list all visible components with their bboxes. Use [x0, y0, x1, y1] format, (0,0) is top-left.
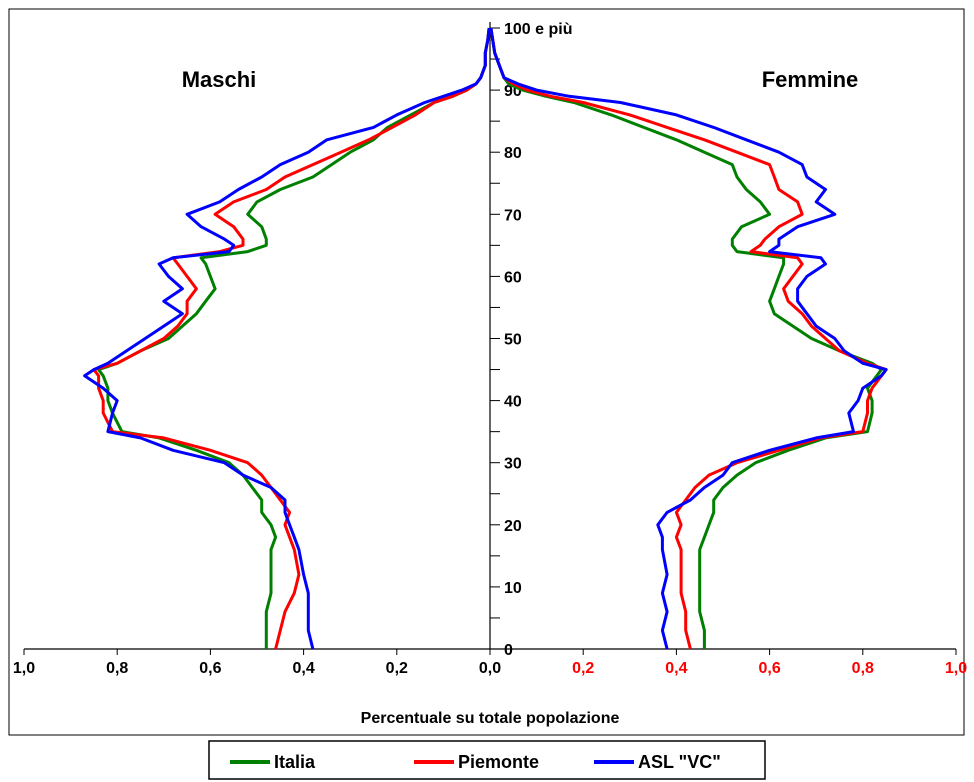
right-label: Femmine — [762, 67, 859, 92]
y-tick-label: 50 — [504, 332, 522, 349]
y-tick-label: 40 — [504, 394, 522, 411]
legend-entry-label: ASL "VC" — [638, 752, 721, 772]
legend-box — [208, 740, 766, 780]
x-tick-label: 0,4 — [292, 660, 314, 677]
legend: Italia Piemonte ASL "VC" — [208, 740, 766, 780]
x-axis-label: Percentuale su totale popolazione — [361, 710, 620, 727]
legend-entry-label: Piemonte — [458, 752, 539, 772]
y-tick-label: 0 — [504, 642, 513, 659]
x-tick-label: 0,6 — [199, 660, 221, 677]
x-tick-label: 0,2 — [386, 660, 408, 677]
x-tick-label: 1,0 — [13, 660, 35, 677]
x-tick-label: 0,2 — [572, 660, 594, 677]
x-tick-label: 1,0 — [945, 660, 967, 677]
left-label: Maschi — [182, 67, 257, 92]
x-tick-label: 0,0 — [479, 660, 501, 677]
x-tick-label: 0,8 — [106, 660, 128, 677]
y-tick-label: 10 — [504, 580, 522, 597]
x-tick-label: 0,6 — [758, 660, 780, 677]
y-tick-label: 20 — [504, 518, 522, 535]
plot-area: 1,0 0,8 0,6 0,4 0,2 0,0 0,2 0,4 0,6 0,8 1,0 0 10 20 30… — [13, 21, 967, 677]
series-line-asl-vc-maschi — [83, 27, 491, 650]
y-tick-label: 30 — [504, 456, 522, 473]
legend-entry-label: Italia — [274, 752, 316, 772]
y-tick-label: 100 e più — [504, 21, 572, 38]
x-tick-label: 0,8 — [852, 660, 874, 677]
series-line-italia-maschi — [97, 27, 491, 649]
x-tick-label: 0,4 — [665, 660, 687, 677]
y-tick-label: 80 — [504, 145, 522, 162]
series-line-italia-femmine — [489, 27, 883, 649]
series-line-asl-vc-femmine — [489, 27, 888, 650]
y-tick-label: 60 — [504, 269, 522, 286]
series-line-piemonte-maschi — [92, 27, 491, 650]
y-tick-label: 70 — [504, 207, 522, 224]
chart-border — [8, 8, 965, 736]
